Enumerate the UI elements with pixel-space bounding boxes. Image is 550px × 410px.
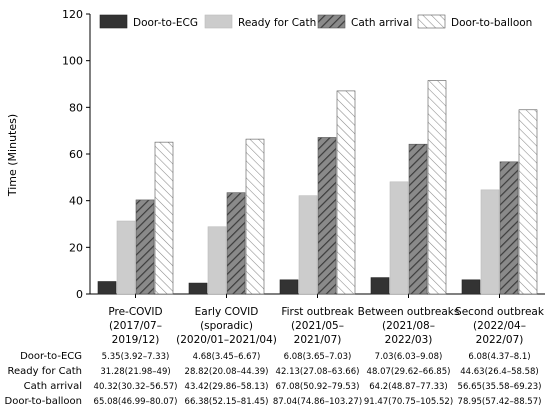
table-cell: 65.08(46.99–80.07) — [94, 397, 178, 407]
y-tick-label: 40 — [69, 195, 83, 208]
bar — [461, 279, 481, 295]
bar — [480, 189, 500, 295]
table-cell: 4.68(3.45–6.67) — [193, 352, 261, 362]
x-category-label: 2019/12) — [112, 334, 160, 346]
x-category-label: First outbreak — [281, 306, 354, 318]
x-category-label: Pre-COVID — [108, 306, 162, 318]
data-table: Door-to-ECG 5.35(3.92–7.33) 4.68(3.45–6.67… — [5, 351, 542, 407]
bar — [317, 137, 337, 295]
table-cell: 42.13(27.08–63.66) — [276, 367, 360, 377]
y-axis-label: Time (Minutes) — [6, 114, 19, 197]
table-cell: 56.65(35.58–69.23) — [458, 382, 542, 392]
table-cell: 66.38(52.15–81.45) — [185, 397, 269, 407]
x-category-label: (2017/07– — [109, 320, 162, 332]
table-cell: 40.32(30.32–56.57) — [94, 382, 178, 392]
table-cell: 5.35(3.92–7.33) — [102, 352, 170, 362]
table-row-label: Door-to-balloon — [5, 396, 82, 407]
table-row-label: Ready for Cath — [7, 366, 82, 377]
table-cell: 6.08(3.65–7.03) — [284, 352, 352, 362]
y-tick-label: 20 — [69, 241, 83, 254]
x-category-label: Between outbreaks — [358, 306, 460, 318]
x-axis-categories: Pre-COVID (2017/07– 2019/12) Early COVID (sp… — [108, 306, 545, 346]
table-cell: 43.42(29.86–58.13) — [185, 382, 269, 392]
bar — [370, 277, 390, 295]
x-category-label: (2022/04– — [473, 320, 526, 332]
legend-swatch — [204, 14, 233, 29]
bar — [135, 199, 155, 295]
bar — [518, 109, 538, 295]
bar — [389, 181, 409, 295]
bar — [207, 226, 227, 295]
table-row-label: Cath arrival — [24, 381, 82, 392]
legend-label: Cath arrival — [351, 17, 412, 29]
table-cell: 67.08(50.92–79.53) — [276, 382, 360, 392]
legend-label: Door-to-balloon — [451, 17, 532, 29]
table-cell: 91.47(70.75–105.52) — [364, 397, 453, 407]
legend: Door-to-ECG Ready for Cath Cath arrival Doo… — [99, 14, 532, 29]
legend-swatch — [317, 14, 346, 29]
legend-swatch — [99, 14, 128, 29]
table-cell: 48.07(29.62–66.85) — [367, 367, 451, 377]
x-category-label: Early COVID — [195, 306, 259, 318]
x-category-label: (2020/01–2021/04) — [176, 334, 277, 346]
x-category-label: 2022/07) — [476, 334, 524, 346]
legend-label: Ready for Cath — [238, 17, 316, 29]
y-tick-label: 0 — [76, 288, 83, 301]
table-cell: 6.08(4.37–8.1) — [468, 352, 530, 362]
bar — [116, 220, 136, 295]
table-cell: 7.03(6.03–9.08) — [375, 352, 443, 362]
bar — [408, 143, 428, 295]
y-tick-label: 60 — [69, 148, 83, 161]
bar — [245, 138, 265, 295]
bar — [279, 279, 299, 295]
table-cell: 64.2(48.87–77.33) — [369, 382, 447, 392]
y-tick-label: 80 — [69, 101, 83, 114]
x-category-label: 2021/07) — [294, 334, 342, 346]
y-tick-label: 100 — [62, 55, 83, 68]
bar — [298, 195, 318, 295]
table-cell: 78.95(57.42–88.57) — [458, 397, 542, 407]
legend-label: Door-to-ECG — [133, 17, 198, 29]
table-cell: 31.28(21.98–49) — [100, 367, 170, 377]
table-cell: 28.82(20.08–44.39) — [185, 367, 269, 377]
bar — [499, 161, 519, 295]
bar — [226, 192, 246, 295]
table-row-label: Door-to-ECG — [20, 351, 82, 362]
bar — [188, 282, 208, 295]
table-cell: 87.04(74.86–103.27) — [273, 397, 362, 407]
bar — [154, 141, 174, 295]
bar — [97, 281, 117, 295]
bar — [427, 80, 447, 295]
bar — [336, 90, 356, 295]
x-category-label: (sporadic) — [200, 320, 253, 332]
plot-area: 0 20 40 60 80 100 120 — [62, 8, 545, 301]
x-category-label: Second outbreak — [455, 306, 545, 318]
x-category-label: 2022/03) — [385, 334, 433, 346]
x-category-label: (2021/05– — [291, 320, 344, 332]
legend-swatch — [417, 14, 446, 29]
x-category-label: (2021/08– — [382, 320, 435, 332]
table-cell: 44.63(26.4–58.58) — [460, 367, 538, 377]
y-tick-label: 120 — [62, 8, 83, 21]
